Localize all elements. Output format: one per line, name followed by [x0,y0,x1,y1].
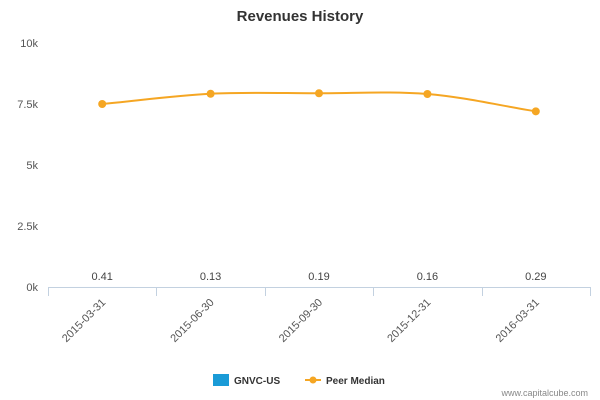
x-tick-label: 2015-09-30 [277,297,325,345]
peer-median-point [423,89,432,98]
peer-median-point [98,100,107,108]
bar-data-labels: 0.41 0.13 0.19 0.16 0.29 [91,271,546,283]
y-tick-label: 10k [20,38,38,50]
x-axis: 2015-03-31 2015-06-30 2015-09-30 2015-12-31… [48,287,591,345]
bar-data-label: 0.13 [200,271,221,283]
y-tick-label: 0k [26,282,38,294]
y-tick-label: 2.5k [17,221,38,233]
peer-median-point [315,89,323,98]
legend-item-gnvc[interactable]: GNVC-US [213,374,280,387]
x-tick-label: 2016-03-31 [494,297,542,345]
bar-data-label: 0.29 [525,271,546,283]
credit-text: www.capitalcube.com [500,388,588,398]
legend-label-gnvc: GNVC-US [234,376,280,387]
line-series [98,89,540,116]
x-tick-label: 2015-03-31 [60,297,108,345]
y-tick-label: 7.5k [17,99,38,111]
legend-swatch-gnvc [213,374,229,386]
legend-item-peer-median[interactable]: Peer Median [305,376,385,387]
peer-median-point [206,89,215,98]
bar-data-label: 0.41 [91,271,112,283]
bar-data-label: 0.16 [417,271,438,283]
legend[interactable]: GNVC-US Peer Median [213,374,385,387]
x-tick-label: 2015-12-31 [385,297,433,345]
y-tick-label: 5k [26,160,38,172]
chart-title: Revenues History [237,8,364,25]
peer-median-point [531,107,540,116]
bar-data-label: 0.19 [308,271,329,283]
legend-swatch-marker [309,376,317,384]
legend-label-peer-median: Peer Median [326,376,385,387]
y-axis: 0k 2.5k 5k 7.5k 10k [17,38,38,294]
x-tick-label: 2015-06-30 [168,297,216,345]
